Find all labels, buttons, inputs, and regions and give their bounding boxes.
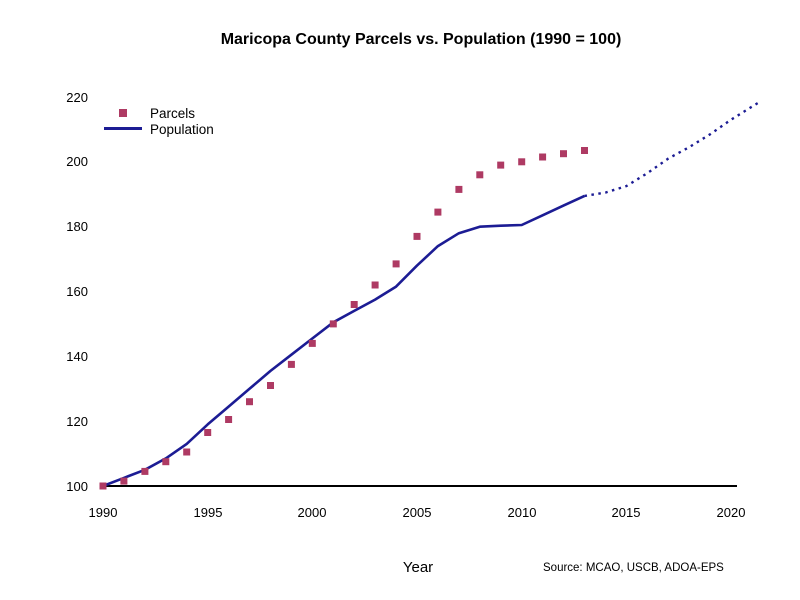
parcels-point — [560, 150, 567, 158]
parcels-points — [99, 147, 588, 490]
x-axis-title: Year — [402, 559, 434, 576]
x-tick-label: 2005 — [402, 505, 432, 520]
parcels-point — [371, 281, 379, 289]
parcels-point — [350, 301, 358, 308]
square-marker-icon — [119, 109, 127, 117]
x-tick-label: 2010 — [507, 505, 537, 520]
parcels-point — [225, 416, 233, 423]
parcels-point — [434, 208, 442, 216]
parcels-point — [581, 147, 588, 154]
x-tick-label: 1995 — [193, 505, 223, 520]
parcels-point — [518, 158, 526, 166]
parcels-point — [392, 260, 400, 268]
y-tick-label: 220 — [66, 90, 88, 105]
parcels-point — [497, 161, 505, 169]
legend-item-parcels: Parcels — [100, 104, 214, 122]
legend-population-label: Population — [150, 121, 214, 137]
parcels-point — [455, 185, 463, 193]
parcels-point — [99, 482, 107, 490]
y-tick-label: 200 — [66, 154, 88, 169]
y-tick-label: 160 — [66, 284, 88, 299]
parcels-point — [329, 320, 337, 328]
population-projection-line — [584, 100, 761, 198]
parcels-point — [120, 477, 128, 485]
population-line — [102, 194, 586, 488]
parcels-point — [539, 153, 547, 161]
parcels-point — [183, 448, 191, 456]
parcels-point — [476, 171, 484, 179]
line-sample-icon — [104, 127, 142, 131]
x-tick-label: 2000 — [297, 505, 327, 520]
legend: Parcels Population — [100, 104, 214, 138]
parcels-point — [246, 398, 253, 406]
parcels-point — [413, 232, 421, 240]
parcels-point — [162, 458, 170, 466]
chart-title: Maricopa County Parcels vs. Population (… — [220, 31, 622, 48]
y-tick-label: 100 — [66, 479, 88, 494]
x-tick-label: 2015 — [611, 505, 641, 520]
legend-parcels-label: Parcels — [150, 105, 196, 121]
parcels-point — [308, 339, 316, 347]
y-tick-label: 180 — [66, 219, 88, 234]
parcels-point — [267, 382, 274, 389]
parcels-point — [204, 429, 212, 436]
legend-parcels-swatch-cell — [100, 104, 146, 122]
y-tick-label: 140 — [66, 349, 88, 364]
legend-item-population: Population — [100, 120, 214, 138]
y-tick-label: 120 — [66, 414, 88, 429]
x-tick-label: 1990 — [88, 505, 118, 520]
legend-population-swatch-cell — [100, 120, 146, 138]
parcels-point — [287, 360, 295, 368]
source-note: Source: MCAO, USCB, ADOA-EPS — [543, 562, 724, 574]
x-tick-label: 2020 — [716, 505, 746, 520]
parcels-point — [141, 467, 149, 475]
